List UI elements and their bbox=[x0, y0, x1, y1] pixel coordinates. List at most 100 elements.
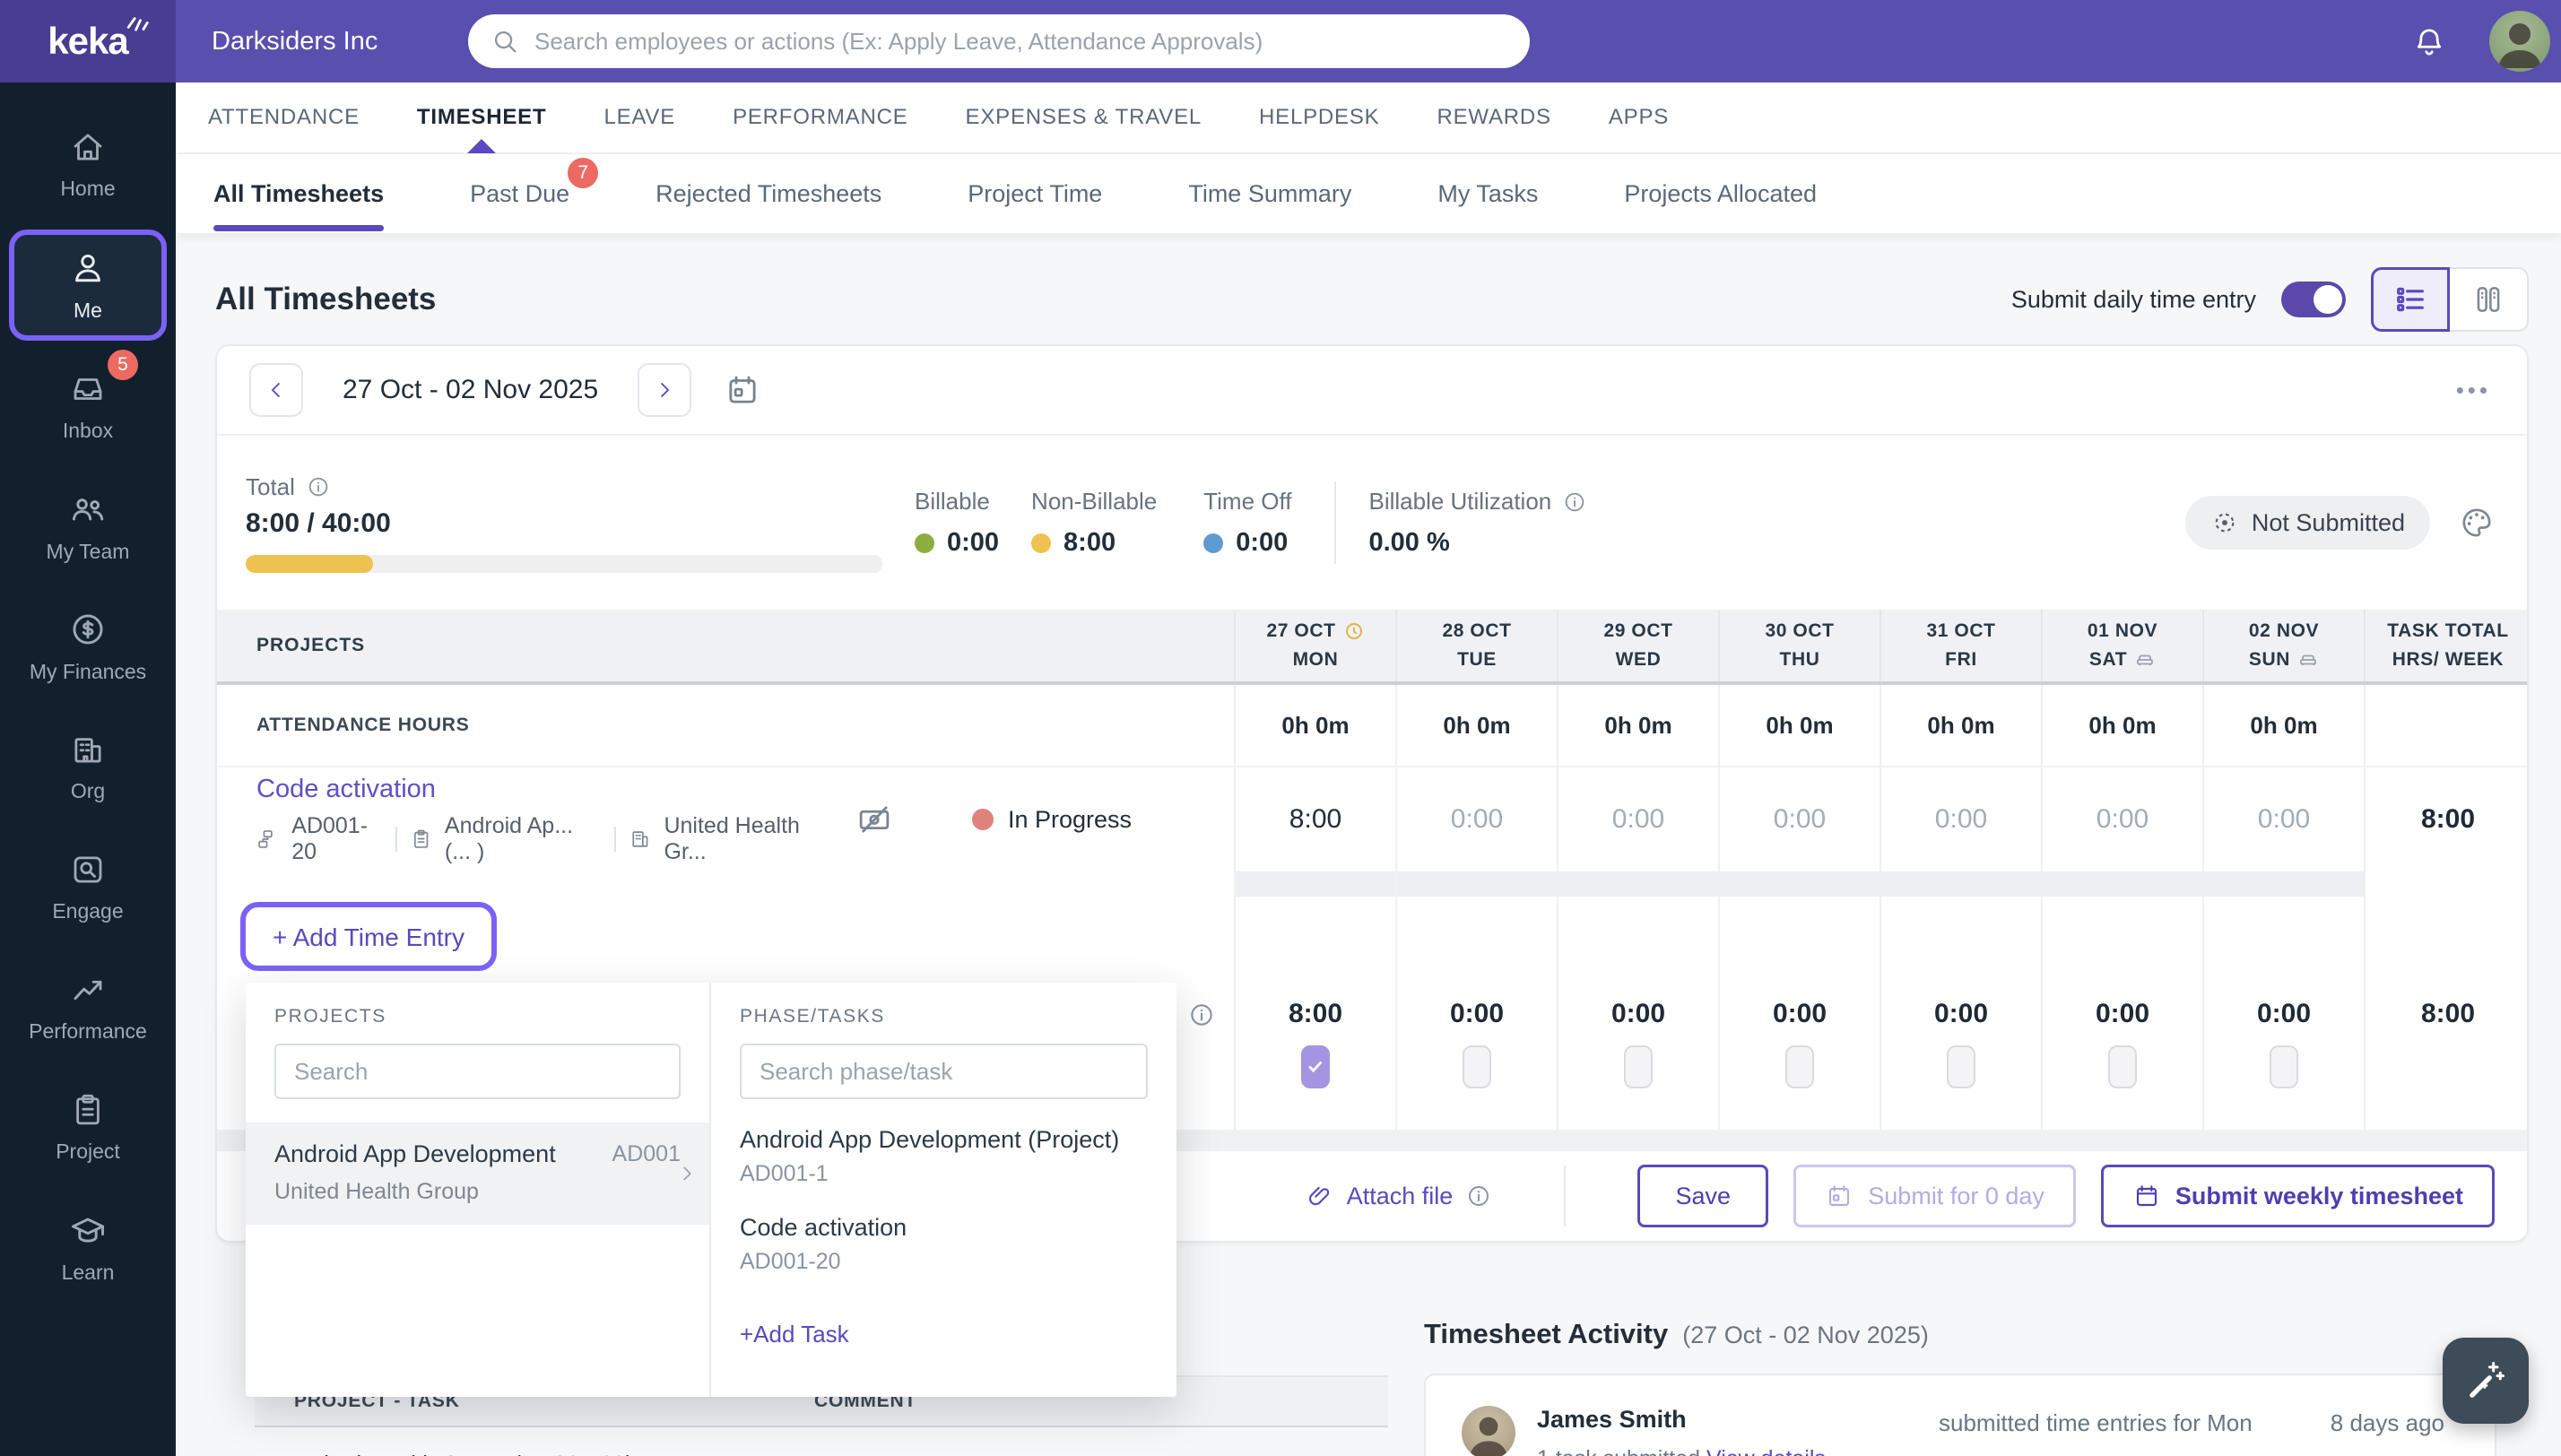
save-button[interactable]: Save bbox=[1637, 1165, 1769, 1227]
building-icon bbox=[74, 737, 101, 763]
card-footer: Attach file Save Submit for 0 day Submit… bbox=[217, 1151, 2527, 1241]
day-select-checkbox[interactable] bbox=[2108, 1045, 2137, 1088]
subtab-time-summary[interactable]: Time Summary bbox=[1188, 179, 1352, 207]
ai-assistant-button[interactable] bbox=[2443, 1338, 2529, 1424]
tab-helpdesk[interactable]: HELPDESK bbox=[1259, 105, 1380, 129]
time-cell[interactable]: 0:00 bbox=[2202, 767, 2364, 871]
next-week-button[interactable] bbox=[638, 363, 692, 417]
notifications-bell-icon[interactable] bbox=[2410, 23, 2448, 61]
list-view-button[interactable] bbox=[2371, 267, 2450, 332]
search-input[interactable] bbox=[534, 27, 1508, 56]
palette-icon[interactable] bbox=[2459, 505, 2495, 541]
info-icon[interactable] bbox=[1562, 490, 1587, 515]
paperclip-icon bbox=[1308, 1186, 1329, 1206]
add-task-link[interactable]: +Add Task bbox=[740, 1321, 849, 1348]
tab-timesheet[interactable]: TIMESHEET bbox=[388, 82, 576, 153]
activity-title: Timesheet Activity bbox=[1424, 1318, 1669, 1349]
day-select-checkbox[interactable] bbox=[1624, 1045, 1653, 1088]
attach-file-link[interactable]: Attach file bbox=[1306, 1182, 1493, 1210]
sidebar-item-org[interactable]: Org bbox=[5, 706, 170, 827]
status-badge: Not Submitted bbox=[2184, 496, 2430, 550]
subtab-projects-allocated[interactable]: Projects Allocated bbox=[1624, 179, 1817, 207]
sidebar-item-home[interactable]: Home bbox=[5, 104, 170, 224]
tab-performance[interactable]: PERFORMANCE bbox=[733, 105, 908, 129]
add-time-entry-highlight: + Add Time Entry bbox=[240, 902, 497, 971]
day-header-mon: 27 OCT MON bbox=[1234, 610, 1395, 681]
day-select-checkbox[interactable] bbox=[1785, 1045, 1814, 1088]
day-select-checkbox[interactable] bbox=[1947, 1045, 1975, 1088]
time-cell[interactable]: 0:00 bbox=[2041, 767, 2202, 871]
info-icon[interactable] bbox=[306, 474, 331, 499]
tab-leave[interactable]: LEAVE bbox=[603, 105, 676, 129]
sidebar-item-engage[interactable]: Engage bbox=[5, 827, 170, 947]
subtab-past-due[interactable]: Past Due 7 bbox=[470, 154, 612, 233]
chevron-right-icon bbox=[683, 1166, 691, 1181]
add-time-entry-button[interactable]: + Add Time Entry bbox=[273, 923, 464, 951]
day-select-checkbox[interactable] bbox=[1463, 1045, 1491, 1088]
day-header-tue: 28 OCT TUE bbox=[1395, 610, 1557, 681]
picker-task-item[interactable]: Code activation AD001-20 bbox=[740, 1214, 907, 1274]
sidebar-item-performance[interactable]: Performance bbox=[5, 947, 170, 1067]
keka-logo[interactable]: keka bbox=[0, 0, 176, 82]
timeoff-label: Time Off bbox=[1203, 488, 1292, 515]
day-header-wed: 29 OCT WED bbox=[1557, 610, 1718, 681]
info-icon[interactable] bbox=[1465, 1183, 1492, 1209]
sidebar-item-my-team[interactable]: My Team bbox=[5, 466, 170, 586]
sidebar-item-project[interactable]: Project bbox=[5, 1067, 170, 1187]
sidebar-item-inbox[interactable]: 5 Inbox bbox=[5, 346, 170, 466]
home-icon bbox=[74, 133, 102, 160]
tab-rewards[interactable]: REWARDS bbox=[1437, 105, 1551, 129]
time-cell[interactable]: 0:00 bbox=[1880, 767, 2041, 871]
magic-wand-icon bbox=[2470, 1361, 2505, 1398]
phase-search-input[interactable] bbox=[740, 1044, 1148, 1099]
time-cell[interactable]: 0:00 bbox=[1395, 767, 1557, 871]
week-range: 27 Oct - 02 Nov 2025 bbox=[343, 375, 599, 404]
tab-apps[interactable]: APPS bbox=[1608, 105, 1670, 129]
billable-dot bbox=[915, 533, 934, 553]
list-view-icon bbox=[2397, 287, 2424, 312]
timeoff-value: 0:00 bbox=[1236, 528, 1289, 557]
subtab-rejected-timesheets[interactable]: Rejected Timesheets bbox=[655, 179, 882, 207]
tab-expenses-travel[interactable]: EXPENSES & TRAVEL bbox=[965, 105, 1202, 129]
task-row-code-activation: Code activation AD001-20 Android Ap... (… bbox=[217, 767, 2527, 871]
time-cell[interactable]: 0:00 bbox=[1557, 767, 1718, 871]
picker-project-item[interactable]: Android App Development AD001 United Hea… bbox=[246, 1122, 709, 1225]
billable-label: Billable bbox=[915, 488, 990, 515]
project-task-picker: PROJECTS Android App Development AD001 U… bbox=[246, 983, 1176, 1397]
subtab-project-time[interactable]: Project Time bbox=[968, 179, 1103, 207]
activity-range: (27 Oct - 02 Nov 2025) bbox=[1682, 1322, 1929, 1348]
sidebar-item-learn[interactable]: Learn bbox=[5, 1187, 170, 1307]
info-icon[interactable] bbox=[1187, 1001, 1216, 1029]
tab-attendance[interactable]: ATTENDANCE bbox=[208, 105, 360, 129]
calendar-picker-icon[interactable] bbox=[724, 371, 761, 409]
sidebar-item-me[interactable]: Me bbox=[9, 230, 167, 341]
day-select-checkbox[interactable] bbox=[1301, 1045, 1330, 1088]
kanban-view-button[interactable] bbox=[2450, 267, 2529, 332]
page-title: All Timesheets bbox=[215, 282, 437, 316]
attendance-hours-row: ATTENDANCE HOURS 0h 0m 0h 0m 0h 0m 0h 0m… bbox=[217, 685, 2527, 767]
submit-daily-toggle[interactable] bbox=[2281, 282, 2346, 317]
clipboard-icon bbox=[413, 829, 428, 848]
submit-weekly-timesheet-button[interactable]: Submit weekly timesheet bbox=[2100, 1165, 2495, 1227]
billable-value: 0:00 bbox=[947, 528, 1000, 557]
global-search[interactable] bbox=[468, 14, 1530, 68]
previous-week-button[interactable] bbox=[249, 363, 303, 417]
time-cell[interactable]: 8:00 bbox=[1234, 767, 1395, 871]
topbar: keka Darksiders Inc bbox=[0, 0, 2561, 82]
project-search-input[interactable] bbox=[274, 1044, 681, 1099]
day-header-fri: 31 OCT FRI bbox=[1880, 610, 2041, 681]
more-menu-icon[interactable]: ••• bbox=[2455, 376, 2491, 403]
day-header-sun: 02 NOV SUN bbox=[2202, 610, 2364, 681]
task-name-link[interactable]: Code activation bbox=[256, 774, 436, 803]
picker-task-item[interactable]: Android App Development (Project) AD001-… bbox=[740, 1126, 1120, 1186]
day-select-checkbox[interactable] bbox=[2270, 1045, 2298, 1088]
user-avatar[interactable] bbox=[2489, 11, 2550, 72]
view-details-link[interactable]: View details bbox=[1706, 1446, 1826, 1456]
submit-for-day-button[interactable]: Submit for 0 day bbox=[1793, 1165, 2076, 1227]
time-cell[interactable]: 0:00 bbox=[1718, 767, 1880, 871]
task-total-value: 8:00 bbox=[2364, 767, 2527, 871]
sidebar-item-my-finances[interactable]: My Finances bbox=[5, 586, 170, 706]
subtab-all-timesheets[interactable]: All Timesheets bbox=[213, 179, 385, 230]
avatar bbox=[1462, 1406, 1515, 1456]
subtab-my-tasks[interactable]: My Tasks bbox=[1437, 179, 1539, 207]
